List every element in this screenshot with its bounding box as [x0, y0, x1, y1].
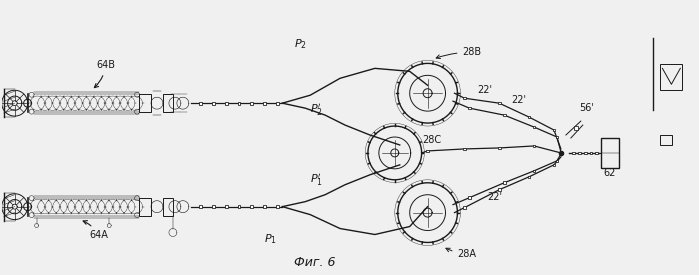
Text: $P_1'$: $P_1'$: [310, 172, 323, 188]
Bar: [139, 198, 151, 216]
Bar: [578, 152, 581, 154]
Bar: [463, 206, 466, 209]
Bar: [498, 102, 500, 104]
Bar: [225, 102, 228, 104]
Bar: [463, 148, 466, 150]
Bar: [212, 205, 215, 208]
Bar: [528, 175, 531, 178]
Bar: [556, 136, 559, 138]
Text: 22': 22': [511, 95, 526, 105]
Bar: [163, 94, 173, 112]
Text: 28B: 28B: [436, 47, 482, 59]
Text: 56': 56': [579, 103, 593, 113]
Bar: [212, 102, 215, 104]
Bar: [264, 102, 266, 104]
Text: 22': 22': [477, 85, 492, 95]
Bar: [661, 64, 682, 90]
Bar: [468, 107, 470, 109]
Bar: [163, 198, 173, 216]
Bar: [139, 94, 151, 112]
Bar: [661, 135, 672, 145]
Bar: [498, 188, 500, 191]
Bar: [463, 97, 466, 100]
Bar: [584, 152, 586, 154]
Bar: [572, 152, 575, 154]
Bar: [238, 102, 240, 104]
Bar: [553, 129, 555, 131]
Bar: [250, 102, 253, 104]
Bar: [199, 205, 202, 208]
Bar: [238, 205, 240, 208]
Bar: [498, 147, 500, 149]
Bar: [533, 145, 535, 147]
Bar: [528, 116, 531, 119]
Bar: [250, 205, 253, 208]
Bar: [199, 102, 202, 104]
Bar: [556, 160, 559, 162]
Bar: [276, 102, 279, 104]
Text: 62: 62: [604, 168, 616, 178]
Bar: [503, 114, 505, 116]
Bar: [553, 164, 555, 166]
Text: 28A: 28A: [446, 248, 477, 259]
Bar: [276, 205, 279, 208]
Bar: [574, 126, 577, 130]
Text: $P_1$: $P_1$: [264, 232, 277, 246]
Bar: [468, 196, 470, 199]
Bar: [225, 205, 228, 208]
Text: 64B: 64B: [94, 60, 115, 88]
Text: $P_2$: $P_2$: [294, 37, 307, 51]
Bar: [426, 150, 429, 152]
Bar: [533, 126, 535, 128]
Bar: [600, 138, 619, 168]
Bar: [264, 205, 266, 208]
Bar: [596, 152, 598, 154]
Bar: [503, 182, 505, 184]
Text: 22': 22': [487, 192, 503, 202]
Text: 64A: 64A: [83, 221, 108, 240]
Bar: [533, 169, 535, 172]
Bar: [590, 152, 593, 154]
Text: Фиг. 6: Фиг. 6: [294, 256, 336, 269]
Text: 28C: 28C: [423, 135, 442, 145]
Text: $P_2'$: $P_2'$: [310, 102, 323, 119]
